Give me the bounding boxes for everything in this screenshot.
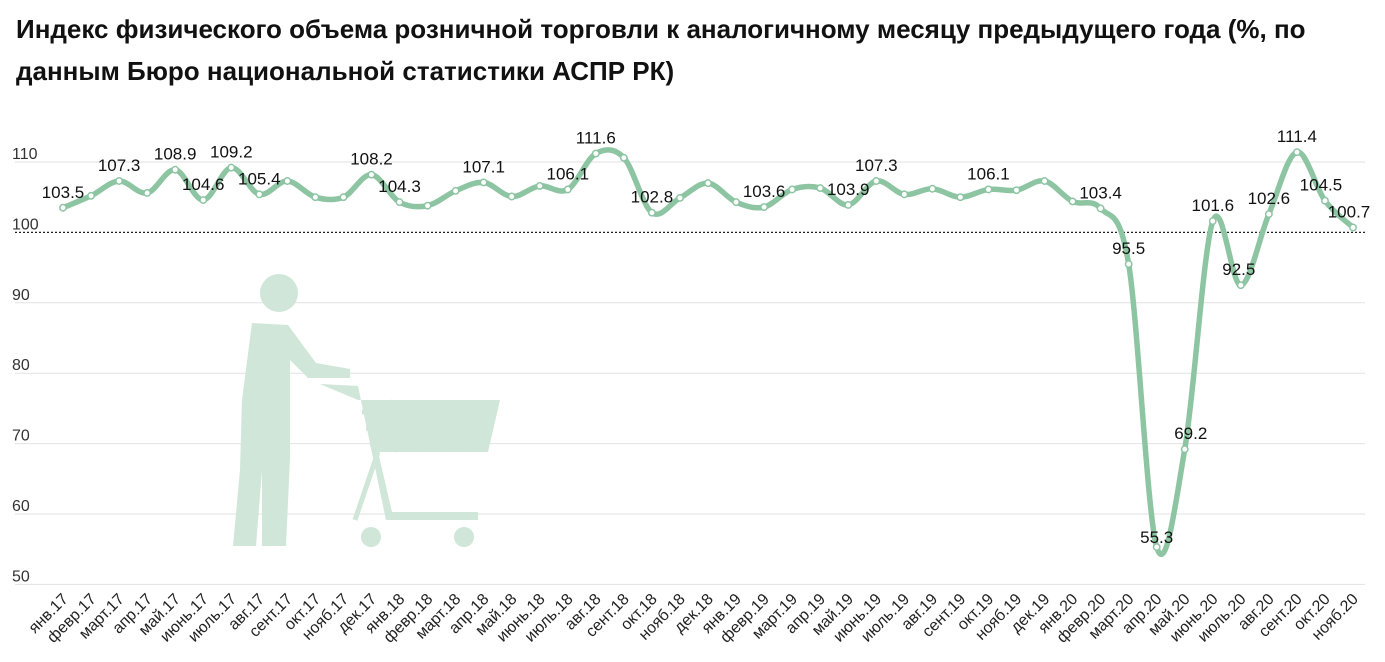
data-point-3	[143, 189, 152, 197]
data-label-11: 108.2	[350, 150, 393, 169]
data-point-14	[451, 186, 460, 195]
data-point-25	[760, 203, 769, 212]
data-point-41	[1208, 217, 1217, 226]
y-tick-label-100: 100	[12, 216, 39, 233]
data-label-39: 55.3	[1140, 528, 1173, 547]
data-point-11	[367, 170, 376, 179]
data-point-17	[535, 181, 544, 190]
data-label-7: 105.4	[238, 169, 281, 188]
data-labels: 103.5 107.3 108.9 104.6 109.2 105.4 108.2 104.3…	[42, 127, 1371, 547]
y-tick-label-50: 50	[12, 568, 30, 585]
data-point-26	[788, 185, 797, 194]
data-label-2: 107.3	[98, 156, 141, 175]
data-point-40	[1180, 445, 1189, 454]
data-point-18	[563, 185, 572, 194]
series-markers	[59, 148, 1357, 552]
data-point-37	[1096, 204, 1105, 213]
data-point-32	[956, 193, 965, 202]
y-tick-label-60: 60	[12, 498, 30, 515]
y-axis: 50 60 70 80 90 100 110	[12, 146, 39, 585]
data-point-42	[1236, 281, 1245, 290]
data-point-21	[647, 208, 656, 217]
data-label-43: 102.6	[1248, 189, 1291, 208]
data-label-46: 100.7	[1328, 202, 1371, 221]
data-point-24	[732, 198, 740, 207]
data-point-5	[199, 196, 208, 204]
data-point-12	[395, 198, 404, 207]
data-point-33	[984, 185, 993, 194]
data-label-42: 92.5	[1222, 260, 1255, 279]
data-point-44	[1292, 148, 1301, 157]
data-label-15: 107.1	[462, 157, 505, 176]
data-point-13	[423, 201, 432, 210]
data-point-31	[928, 184, 937, 193]
data-label-0: 103.5	[42, 183, 85, 202]
data-label-41: 101.6	[1192, 196, 1235, 215]
data-label-38: 95.5	[1112, 239, 1145, 258]
shopping-cart-person-icon	[233, 274, 500, 547]
data-point-27	[816, 184, 825, 192]
chart-title: Индекс физического объема розничной торг…	[16, 14, 1306, 86]
data-label-28: 103.9	[827, 180, 870, 199]
data-label-37: 103.4	[1079, 183, 1122, 202]
data-point-22	[676, 193, 684, 202]
data-point-7	[255, 190, 264, 199]
data-label-19: 111.6	[576, 129, 616, 148]
data-label-45: 104.5	[1300, 176, 1343, 195]
data-point-39	[1152, 543, 1161, 552]
data-point-29	[872, 177, 881, 185]
data-point-45	[1321, 196, 1329, 205]
grid-lines	[15, 161, 1365, 585]
data-point-20	[619, 153, 628, 162]
data-label-4: 108.9	[154, 145, 197, 164]
data-point-16	[507, 192, 516, 201]
data-label-18: 106.1	[547, 164, 590, 183]
data-point-0	[59, 203, 67, 212]
data-label-29: 107.3	[855, 156, 898, 175]
data-point-28	[844, 200, 853, 209]
data-point-9	[311, 193, 320, 202]
y-tick-label-110: 110	[12, 146, 38, 163]
data-point-34	[1012, 186, 1021, 195]
y-tick-label-80: 80	[12, 357, 30, 374]
data-point-36	[1068, 197, 1077, 206]
data-point-4	[171, 165, 180, 174]
data-point-6	[227, 163, 236, 172]
series-line	[60, 147, 1356, 558]
data-label-44: 111.4	[1277, 127, 1317, 146]
data-point-8	[283, 177, 292, 185]
y-tick-label-70: 70	[12, 428, 30, 445]
data-label-21: 102.8	[631, 188, 674, 207]
data-label-6: 109.2	[210, 143, 253, 162]
data-point-30	[900, 190, 909, 199]
y-tick-label-90: 90	[12, 287, 30, 304]
data-point-15	[479, 178, 488, 187]
data-point-23	[704, 179, 712, 188]
data-label-12: 104.3	[378, 177, 421, 196]
data-label-5: 104.6	[182, 175, 225, 194]
data-point-43	[1264, 210, 1273, 219]
data-point-38	[1124, 260, 1133, 269]
data-label-25: 103.6	[743, 182, 786, 201]
data-point-10	[339, 193, 348, 202]
data-point-19	[591, 149, 600, 158]
data-point-46	[1349, 223, 1357, 232]
series-path	[60, 147, 1356, 558]
data-label-40: 69.2	[1174, 424, 1207, 443]
x-axis: янв.17февр.17март.17апр.17май.17июнь.17и…	[26, 591, 1362, 647]
data-point-1	[87, 191, 95, 200]
data-point-35	[1040, 177, 1049, 185]
data-label-33: 106.1	[967, 164, 1010, 183]
data-point-2	[115, 177, 124, 185]
